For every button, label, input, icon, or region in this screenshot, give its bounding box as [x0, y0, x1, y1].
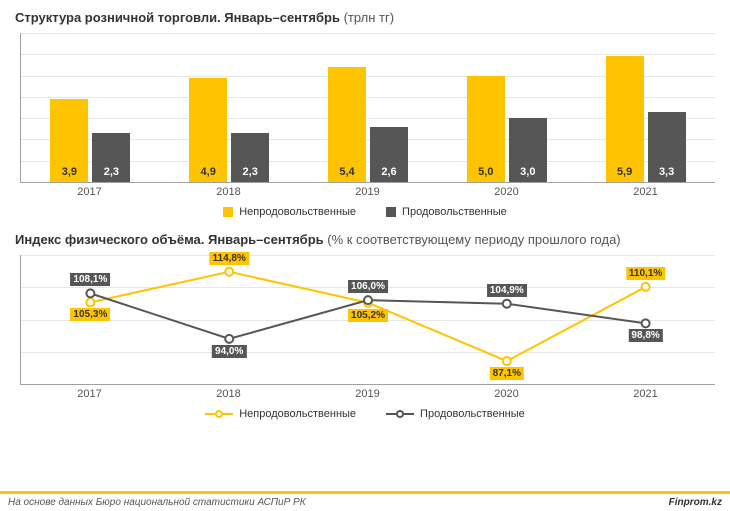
bar-value-label: 2,6 — [370, 166, 408, 178]
series-marker — [225, 335, 233, 343]
point-label: 104,9% — [487, 284, 527, 297]
legend-swatch — [205, 409, 233, 419]
series-marker — [364, 296, 372, 304]
bar-chart-x-axis: 20172018201920202021 — [20, 186, 715, 198]
series-marker — [503, 357, 511, 365]
x-tick-label: 2019 — [298, 388, 437, 400]
bar-chart-title-light: (трлн тг) — [344, 10, 394, 25]
point-label: 87,1% — [490, 367, 524, 380]
bar-value-label: 3,0 — [509, 166, 547, 178]
point-label: 94,0% — [212, 345, 246, 358]
bar: 4,9 — [189, 78, 227, 182]
legend-swatch — [223, 207, 233, 217]
bar-group: 5,4 2,6 — [328, 67, 408, 182]
bar: 5,0 — [467, 76, 505, 182]
bar-chart-title-bold: Структура розничной торговли. Январь–сен… — [15, 10, 340, 25]
gridline — [21, 54, 715, 55]
line-chart-title: Индекс физического объёма. Январь–сентяб… — [15, 232, 715, 247]
line-chart-title-bold: Индекс физического объёма. Январь–сентяб… — [15, 232, 324, 247]
series-marker — [225, 268, 233, 276]
footer-brand: Finprom.kz — [669, 497, 722, 508]
bar-value-label: 3,9 — [50, 166, 88, 178]
point-label: 98,8% — [628, 329, 662, 342]
bar: 3,9 — [50, 99, 88, 182]
bar-value-label: 5,0 — [467, 166, 505, 178]
bar-value-label: 5,4 — [328, 166, 366, 178]
line-chart-plot: 105,3% 114,8% 105,2% 87,1% 110,1% 108,1% 94,0%… — [20, 255, 715, 385]
legend-label: Непродовольственные — [239, 206, 356, 218]
legend-item: Продовольственные — [386, 206, 507, 218]
bar-chart-title: Структура розничной торговли. Январь–сен… — [15, 10, 715, 25]
point-label: 105,3% — [70, 308, 110, 321]
series-marker — [642, 319, 650, 327]
bar: 2,6 — [370, 127, 408, 182]
line-chart-x-axis: 20172018201920202021 — [20, 388, 715, 400]
legend-swatch — [386, 409, 414, 419]
series-marker — [86, 298, 94, 306]
series-marker — [642, 283, 650, 291]
bar: 3,3 — [648, 112, 686, 182]
line-chart-legend: Непродовольственные Продовольственные — [15, 408, 715, 420]
point-label: 110,1% — [626, 267, 665, 280]
x-tick-label: 2021 — [576, 388, 715, 400]
legend-item: Непродовольственные — [223, 206, 356, 218]
legend-label: Продовольственные — [420, 408, 525, 420]
point-label: 114,8% — [210, 252, 249, 265]
bar-group: 3,9 2,3 — [50, 99, 130, 182]
footer-source: На основе данных Бюро национальной стати… — [8, 497, 306, 508]
legend-swatch — [386, 207, 396, 217]
series-marker — [86, 289, 94, 297]
x-tick-label: 2019 — [298, 186, 437, 198]
x-tick-label: 2018 — [159, 388, 298, 400]
bar-value-label: 3,3 — [648, 166, 686, 178]
legend-label: Продовольственные — [402, 206, 507, 218]
bar-chart-legend: Непродовольственные Продовольственные — [15, 206, 715, 218]
footer-bar: На основе данных Бюро национальной стати… — [0, 491, 730, 511]
bar-value-label: 4,9 — [189, 166, 227, 178]
bar-value-label: 2,3 — [231, 166, 269, 178]
bar-group: 5,0 3,0 — [467, 76, 547, 182]
x-tick-label: 2018 — [159, 186, 298, 198]
x-tick-label: 2020 — [437, 388, 576, 400]
bar-group: 4,9 2,3 — [189, 78, 269, 182]
point-label: 105,2% — [348, 309, 388, 322]
bar: 2,3 — [92, 133, 130, 182]
bar-value-label: 2,3 — [92, 166, 130, 178]
x-tick-label: 2021 — [576, 186, 715, 198]
point-label: 108,1% — [70, 273, 110, 286]
point-label: 106,0% — [348, 280, 388, 293]
line-chart-title-light: (% к соответствующему периоду прошлого г… — [327, 232, 620, 247]
gridline — [21, 33, 715, 34]
bar: 5,9 — [606, 56, 644, 182]
legend-item: Продовольственные — [386, 408, 525, 420]
legend-item: Непродовольственные — [205, 408, 356, 420]
bar: 2,3 — [231, 133, 269, 182]
bar-chart-plot: 3,9 2,3 4,9 2,3 5,4 2,6 5,0 3,0 5,9 3,3 — [20, 33, 715, 183]
x-tick-label: 2017 — [20, 388, 159, 400]
bar-group: 5,9 3,3 — [606, 56, 686, 182]
bar-value-label: 5,9 — [606, 166, 644, 178]
x-tick-label: 2017 — [20, 186, 159, 198]
series-marker — [503, 300, 511, 308]
bar: 5,4 — [328, 67, 366, 182]
bar: 3,0 — [509, 118, 547, 182]
legend-label: Непродовольственные — [239, 408, 356, 420]
x-tick-label: 2020 — [437, 186, 576, 198]
